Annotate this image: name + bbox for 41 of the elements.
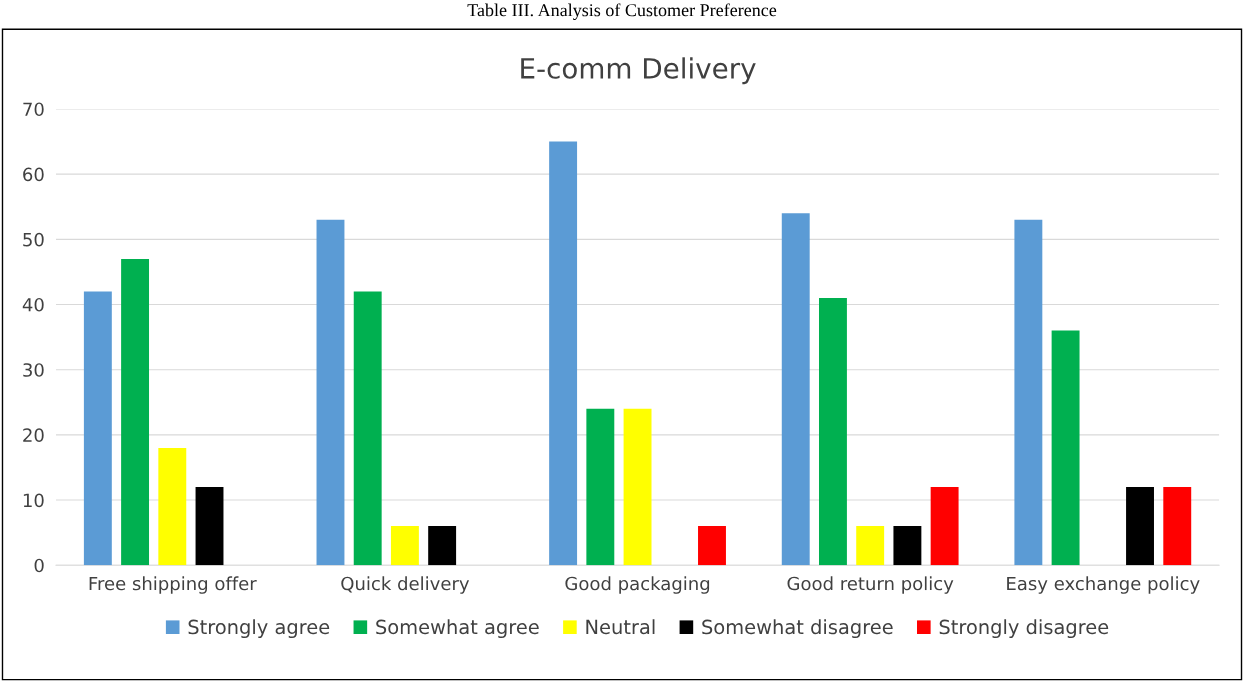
bar (390, 526, 419, 566)
bar (1014, 219, 1043, 566)
bar (83, 291, 112, 566)
bar (195, 487, 224, 566)
legend-label: Strongly disagree (939, 619, 1109, 639)
legend-label: Strongly agree (188, 619, 330, 639)
bar (428, 526, 457, 566)
bar (819, 297, 847, 566)
y-tick-label: 30 (23, 363, 44, 377)
bar (623, 408, 652, 566)
text: Table III. Analysis of Customer Preference (467, 3, 777, 21)
bar (930, 487, 959, 566)
bar (698, 526, 726, 566)
y-tick-label: 20 (23, 428, 44, 442)
x-tick-label: Good return policy (787, 576, 954, 594)
x-tick-label: Easy exchange policy (1007, 576, 1200, 594)
bar (781, 213, 810, 566)
y-tick-label: 40 (22, 297, 44, 312)
y-tick-label: 70 (23, 102, 44, 117)
bar (158, 447, 187, 566)
x-tick-label: Quick delivery (341, 576, 470, 594)
y-tick-label: 50 (23, 232, 44, 247)
bar (856, 526, 885, 566)
bar (586, 408, 615, 566)
x-tick-label: Free shipping offer (89, 576, 257, 594)
bar (1163, 487, 1192, 566)
chart-title: E-comm Delivery (521, 57, 756, 85)
y-tick-label: 10 (23, 493, 44, 508)
bar (1126, 487, 1154, 566)
bar (121, 258, 150, 566)
bar (893, 526, 922, 566)
bar (1051, 330, 1080, 566)
legend-label: Somewhat agree (376, 619, 539, 639)
x-tick-label: Good packaging (565, 576, 710, 594)
legend-label: Neutral (586, 619, 655, 635)
bar (316, 219, 345, 566)
y-tick-label: 0 (34, 558, 44, 573)
bar (549, 141, 578, 566)
bar (353, 291, 382, 566)
y-tick-label: 60 (23, 167, 44, 182)
legend-label: Somewhat disagree (702, 619, 893, 639)
